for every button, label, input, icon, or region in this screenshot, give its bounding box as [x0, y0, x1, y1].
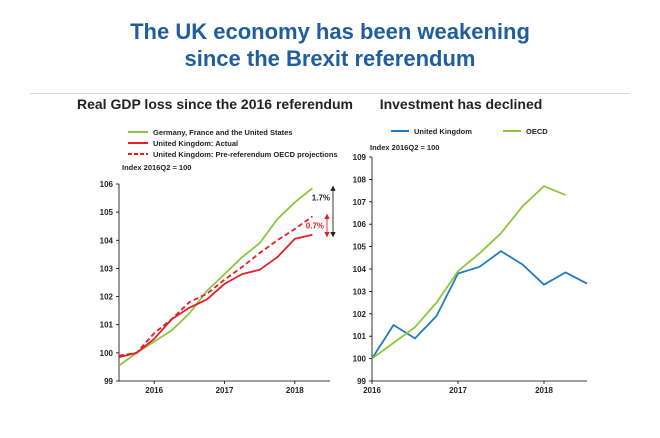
axis-note: Index 2016Q2 = 100 [370, 143, 439, 152]
y-tick-label: 106 [353, 220, 367, 229]
axis-note: Index 2016Q2 = 100 [122, 163, 191, 172]
chart-title: Real GDP loss since the 2016 referendum [77, 96, 353, 112]
y-tick-label: 100 [353, 355, 367, 364]
x-tick-label: 2018 [286, 386, 304, 395]
y-tick-label: 107 [353, 198, 367, 207]
x-tick-label: 2017 [449, 386, 467, 395]
title-divider [30, 93, 630, 94]
series-line-3 [118, 215, 313, 357]
legend-label: United Kingdom: Pre-referendum OECD proj… [153, 150, 338, 159]
x-tick-label: 2016 [363, 386, 381, 395]
page-title-line1: The UK economy has been weakening [130, 19, 530, 44]
annotation-uk-gap: 0.7% [306, 222, 324, 231]
page-title: The UK economy has been weakening since … [0, 18, 660, 72]
y-tick-label: 105 [100, 208, 114, 217]
legend-label: Germany, France and the United States [153, 128, 292, 137]
x-tick-label: 2018 [535, 386, 553, 395]
y-tick-label: 104 [100, 236, 114, 245]
legend-label: United Kingdom: Actual [153, 139, 238, 148]
chart-1: Real GDP loss since the 2016 referendum I… [77, 96, 353, 395]
y-tick-label: 104 [353, 265, 367, 274]
y-tick-label: 100 [100, 349, 114, 358]
y-tick-label: 102 [353, 310, 367, 319]
y-tick-label: 106 [100, 180, 114, 189]
y-tick-label: 105 [353, 243, 367, 252]
y-tick-label: 103 [100, 264, 114, 273]
series-line-1 [371, 250, 588, 360]
x-tick-label: 2016 [145, 386, 163, 395]
chart-2: Investment has declined Index 2016Q2 = 10… [353, 96, 588, 395]
y-tick-label: 102 [100, 293, 114, 302]
y-tick-label: 101 [100, 321, 114, 330]
legend-label: United Kingdom [414, 127, 472, 136]
x-tick-label: 2017 [216, 386, 234, 395]
y-tick-label: 108 [353, 175, 367, 184]
chart-title: Investment has declined [380, 96, 543, 112]
series-line-2 [118, 233, 313, 358]
page-title-line2: since the Brexit referendum [184, 46, 476, 71]
y-tick-label: 99 [104, 377, 113, 386]
series-line-2 [371, 185, 566, 360]
y-tick-label: 101 [353, 332, 367, 341]
annotation-total-gap: 1.7% [312, 193, 330, 202]
y-tick-label: 103 [353, 287, 367, 296]
y-tick-label: 109 [353, 153, 367, 162]
y-tick-label: 99 [357, 377, 366, 386]
series-line-1 [118, 187, 313, 367]
legend-label: OECD [526, 127, 548, 136]
